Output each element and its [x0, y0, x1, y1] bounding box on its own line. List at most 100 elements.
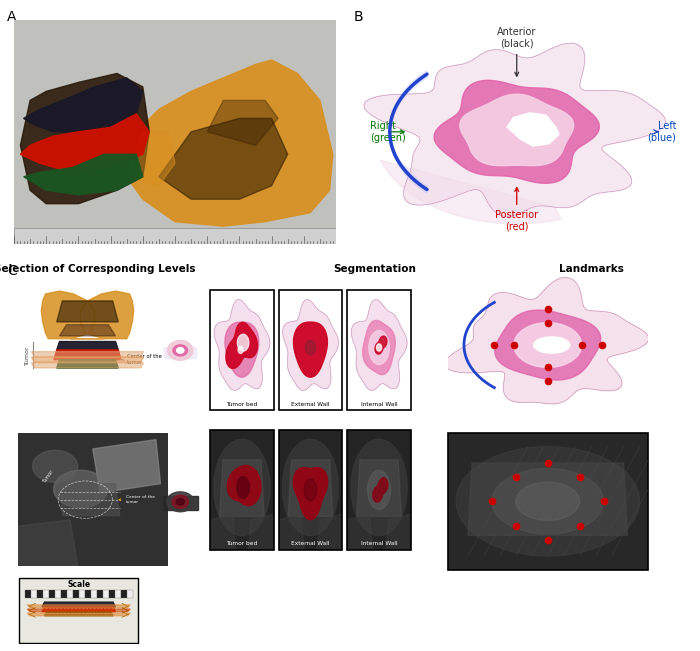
- Polygon shape: [368, 471, 391, 509]
- Text: External Wall: External Wall: [291, 542, 330, 546]
- Polygon shape: [214, 439, 270, 536]
- Polygon shape: [507, 113, 559, 146]
- Polygon shape: [32, 352, 144, 357]
- Polygon shape: [67, 590, 73, 598]
- Text: Landmarks: Landmarks: [559, 264, 624, 273]
- Polygon shape: [27, 613, 130, 616]
- Polygon shape: [444, 277, 649, 404]
- Polygon shape: [207, 100, 278, 145]
- Polygon shape: [173, 345, 188, 356]
- Polygon shape: [54, 350, 121, 360]
- Polygon shape: [97, 590, 103, 598]
- Polygon shape: [32, 352, 144, 357]
- Polygon shape: [121, 590, 127, 598]
- Polygon shape: [351, 439, 407, 536]
- Polygon shape: [43, 590, 49, 598]
- Polygon shape: [534, 337, 570, 353]
- Text: Center of the
tumor: Center of the tumor: [121, 354, 162, 365]
- Text: Tumor: Tumor: [25, 346, 30, 365]
- Text: Right
(green): Right (green): [370, 121, 406, 143]
- Polygon shape: [164, 346, 196, 357]
- Polygon shape: [448, 433, 648, 570]
- Polygon shape: [127, 132, 175, 186]
- Text: Internal Wall: Internal Wall: [360, 542, 398, 546]
- Text: Selection of Corresponding Levels: Selection of Corresponding Levels: [0, 264, 195, 273]
- Polygon shape: [127, 590, 133, 598]
- Polygon shape: [42, 607, 116, 612]
- Polygon shape: [60, 325, 116, 336]
- Polygon shape: [238, 346, 243, 353]
- Text: Posterior
(red): Posterior (red): [495, 187, 538, 232]
- Polygon shape: [220, 460, 264, 516]
- Polygon shape: [516, 482, 580, 520]
- Text: Tumor: Tumor: [41, 469, 55, 484]
- Polygon shape: [210, 430, 274, 550]
- Polygon shape: [288, 460, 332, 516]
- Polygon shape: [279, 430, 342, 550]
- Polygon shape: [514, 323, 582, 367]
- Polygon shape: [293, 322, 328, 377]
- Polygon shape: [31, 590, 37, 598]
- Polygon shape: [210, 514, 235, 550]
- Polygon shape: [159, 118, 288, 199]
- Polygon shape: [18, 519, 78, 566]
- Polygon shape: [20, 74, 149, 204]
- Polygon shape: [364, 43, 666, 216]
- Polygon shape: [172, 495, 188, 508]
- Polygon shape: [33, 450, 78, 482]
- Polygon shape: [317, 514, 342, 550]
- Polygon shape: [248, 514, 274, 550]
- Polygon shape: [25, 590, 31, 598]
- Polygon shape: [456, 447, 640, 556]
- Polygon shape: [57, 342, 118, 350]
- Polygon shape: [460, 94, 574, 165]
- Polygon shape: [226, 322, 258, 368]
- Polygon shape: [49, 590, 55, 598]
- Polygon shape: [176, 348, 184, 353]
- Polygon shape: [237, 334, 249, 351]
- Polygon shape: [91, 590, 97, 598]
- Text: Tumor bed: Tumor bed: [226, 402, 258, 406]
- Polygon shape: [237, 477, 249, 498]
- Polygon shape: [42, 602, 116, 607]
- Text: Anterior
(black): Anterior (black): [497, 27, 536, 76]
- Polygon shape: [32, 357, 144, 362]
- Polygon shape: [20, 114, 149, 173]
- Polygon shape: [305, 340, 316, 355]
- Polygon shape: [79, 590, 85, 598]
- Polygon shape: [24, 78, 143, 132]
- Polygon shape: [369, 331, 389, 365]
- Polygon shape: [32, 357, 144, 362]
- Polygon shape: [357, 460, 401, 516]
- Polygon shape: [386, 514, 411, 550]
- Polygon shape: [32, 363, 144, 368]
- Text: Segmentation: Segmentation: [333, 264, 416, 273]
- Polygon shape: [293, 467, 328, 519]
- Text: Center of the
tumor: Center of the tumor: [119, 495, 155, 504]
- Text: A: A: [7, 10, 17, 24]
- Polygon shape: [163, 496, 197, 510]
- Bar: [14, 229, 336, 244]
- Polygon shape: [176, 499, 184, 505]
- Polygon shape: [32, 363, 144, 368]
- Polygon shape: [115, 590, 121, 598]
- Polygon shape: [434, 80, 599, 184]
- Polygon shape: [18, 433, 168, 566]
- Polygon shape: [377, 344, 382, 351]
- Text: Tumor bed: Tumor bed: [226, 542, 258, 546]
- Text: B: B: [354, 10, 363, 24]
- Text: Left
(blue): Left (blue): [648, 121, 676, 143]
- Polygon shape: [495, 310, 601, 380]
- Polygon shape: [351, 299, 407, 391]
- Polygon shape: [61, 590, 67, 598]
- Polygon shape: [167, 492, 194, 512]
- Polygon shape: [73, 590, 79, 598]
- Polygon shape: [109, 590, 115, 598]
- Polygon shape: [27, 609, 130, 612]
- Polygon shape: [103, 590, 109, 598]
- Text: External Wall: External Wall: [291, 402, 330, 406]
- Polygon shape: [347, 514, 372, 550]
- Polygon shape: [375, 336, 387, 354]
- Polygon shape: [282, 439, 339, 536]
- Polygon shape: [468, 463, 627, 535]
